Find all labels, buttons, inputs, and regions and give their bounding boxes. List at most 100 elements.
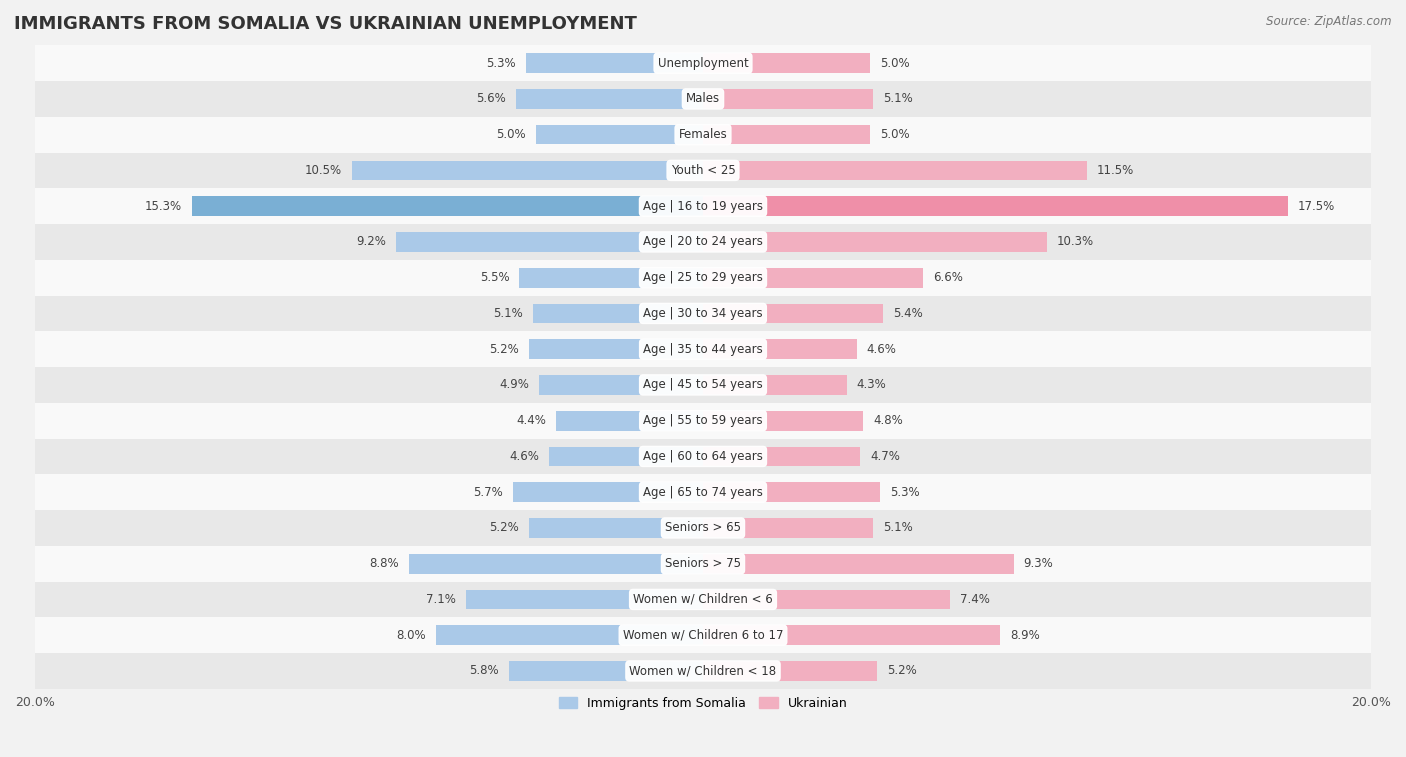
- Bar: [35, 332, 1371, 367]
- Text: 10.5%: 10.5%: [305, 164, 342, 177]
- Text: 11.5%: 11.5%: [1097, 164, 1135, 177]
- Text: 5.6%: 5.6%: [477, 92, 506, 105]
- Bar: [35, 45, 1371, 81]
- Bar: [465, 590, 703, 609]
- Text: Seniors > 65: Seniors > 65: [665, 522, 741, 534]
- Bar: [35, 438, 1371, 475]
- Bar: [35, 153, 1371, 188]
- Text: 4.9%: 4.9%: [499, 378, 529, 391]
- Text: 4.6%: 4.6%: [509, 450, 540, 463]
- Bar: [35, 224, 1371, 260]
- Text: Age | 30 to 34 years: Age | 30 to 34 years: [643, 307, 763, 320]
- Text: Age | 25 to 29 years: Age | 25 to 29 years: [643, 271, 763, 284]
- Text: 4.6%: 4.6%: [866, 343, 897, 356]
- Text: 10.3%: 10.3%: [1057, 235, 1094, 248]
- Bar: [519, 268, 703, 288]
- Text: 5.3%: 5.3%: [890, 486, 920, 499]
- Bar: [35, 475, 1371, 510]
- Bar: [536, 125, 703, 145]
- Text: Age | 16 to 19 years: Age | 16 to 19 years: [643, 200, 763, 213]
- Bar: [703, 125, 870, 145]
- Bar: [703, 304, 883, 323]
- Bar: [555, 411, 703, 431]
- Text: 9.2%: 9.2%: [356, 235, 385, 248]
- Bar: [353, 160, 703, 180]
- Bar: [703, 590, 950, 609]
- Text: 5.5%: 5.5%: [479, 271, 509, 284]
- Bar: [35, 81, 1371, 117]
- Text: 7.1%: 7.1%: [426, 593, 456, 606]
- Text: 4.7%: 4.7%: [870, 450, 900, 463]
- Bar: [529, 339, 703, 359]
- Text: 5.8%: 5.8%: [470, 665, 499, 678]
- Text: 5.2%: 5.2%: [489, 522, 519, 534]
- Bar: [35, 546, 1371, 581]
- Bar: [35, 403, 1371, 438]
- Text: 5.2%: 5.2%: [887, 665, 917, 678]
- Bar: [529, 518, 703, 537]
- Text: 7.4%: 7.4%: [960, 593, 990, 606]
- Text: 5.0%: 5.0%: [496, 128, 526, 141]
- Bar: [513, 482, 703, 502]
- Bar: [703, 447, 860, 466]
- Text: 5.1%: 5.1%: [883, 92, 912, 105]
- Bar: [703, 196, 1288, 216]
- Text: Age | 65 to 74 years: Age | 65 to 74 years: [643, 486, 763, 499]
- Bar: [436, 625, 703, 645]
- Bar: [703, 661, 877, 681]
- Text: Source: ZipAtlas.com: Source: ZipAtlas.com: [1267, 15, 1392, 28]
- Bar: [533, 304, 703, 323]
- Text: 8.9%: 8.9%: [1011, 629, 1040, 642]
- Text: 4.3%: 4.3%: [856, 378, 886, 391]
- Text: 9.3%: 9.3%: [1024, 557, 1053, 570]
- Bar: [703, 482, 880, 502]
- Text: 5.1%: 5.1%: [883, 522, 912, 534]
- Bar: [35, 581, 1371, 617]
- Text: 4.4%: 4.4%: [516, 414, 546, 427]
- Text: 5.2%: 5.2%: [489, 343, 519, 356]
- Bar: [35, 117, 1371, 153]
- Bar: [703, 625, 1000, 645]
- Bar: [703, 554, 1014, 574]
- Bar: [35, 260, 1371, 295]
- Bar: [703, 268, 924, 288]
- Text: Age | 35 to 44 years: Age | 35 to 44 years: [643, 343, 763, 356]
- Bar: [550, 447, 703, 466]
- Bar: [540, 375, 703, 394]
- Text: 8.8%: 8.8%: [370, 557, 399, 570]
- Bar: [703, 339, 856, 359]
- Text: Females: Females: [679, 128, 727, 141]
- Bar: [35, 295, 1371, 332]
- Bar: [509, 661, 703, 681]
- Bar: [703, 160, 1087, 180]
- Bar: [703, 411, 863, 431]
- Bar: [703, 232, 1047, 252]
- Text: 5.1%: 5.1%: [494, 307, 523, 320]
- Text: 5.4%: 5.4%: [893, 307, 924, 320]
- Bar: [703, 53, 870, 73]
- Bar: [526, 53, 703, 73]
- Bar: [35, 653, 1371, 689]
- Bar: [703, 518, 873, 537]
- Bar: [35, 367, 1371, 403]
- Text: 5.0%: 5.0%: [880, 57, 910, 70]
- Text: 5.0%: 5.0%: [880, 128, 910, 141]
- Text: Women w/ Children < 6: Women w/ Children < 6: [633, 593, 773, 606]
- Text: 17.5%: 17.5%: [1298, 200, 1334, 213]
- Bar: [409, 554, 703, 574]
- Bar: [35, 617, 1371, 653]
- Legend: Immigrants from Somalia, Ukrainian: Immigrants from Somalia, Ukrainian: [554, 692, 852, 715]
- Bar: [193, 196, 703, 216]
- Text: Age | 20 to 24 years: Age | 20 to 24 years: [643, 235, 763, 248]
- Bar: [516, 89, 703, 109]
- Text: IMMIGRANTS FROM SOMALIA VS UKRAINIAN UNEMPLOYMENT: IMMIGRANTS FROM SOMALIA VS UKRAINIAN UNE…: [14, 15, 637, 33]
- Text: 5.7%: 5.7%: [472, 486, 502, 499]
- Text: 15.3%: 15.3%: [145, 200, 181, 213]
- Text: 6.6%: 6.6%: [934, 271, 963, 284]
- Bar: [35, 510, 1371, 546]
- Text: Women w/ Children 6 to 17: Women w/ Children 6 to 17: [623, 629, 783, 642]
- Text: Age | 55 to 59 years: Age | 55 to 59 years: [643, 414, 763, 427]
- Text: 8.0%: 8.0%: [396, 629, 426, 642]
- Bar: [703, 89, 873, 109]
- Text: Males: Males: [686, 92, 720, 105]
